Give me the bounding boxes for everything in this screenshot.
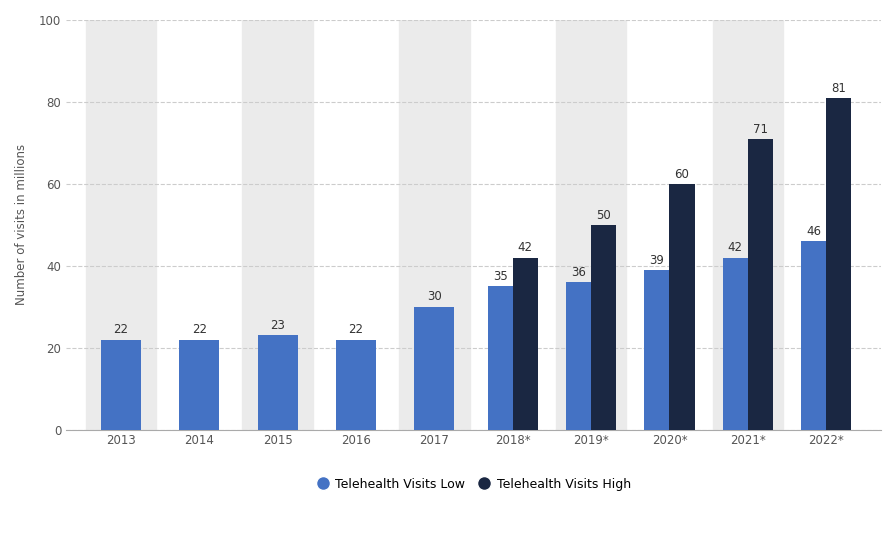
Text: 71: 71 xyxy=(753,123,768,136)
Bar xyxy=(712,20,783,429)
Bar xyxy=(591,225,616,429)
Bar xyxy=(86,20,156,429)
Bar xyxy=(400,20,470,429)
Text: 22: 22 xyxy=(192,323,207,336)
Bar xyxy=(723,258,748,429)
Bar xyxy=(801,241,826,429)
Bar xyxy=(243,20,313,429)
Text: 30: 30 xyxy=(427,290,442,304)
Text: 42: 42 xyxy=(518,241,533,254)
Legend: Telehealth Visits Low, Telehealth Visits High: Telehealth Visits Low, Telehealth Visits… xyxy=(310,472,637,497)
Bar xyxy=(556,20,626,429)
Bar xyxy=(513,258,538,429)
Text: 23: 23 xyxy=(271,319,285,332)
Text: 36: 36 xyxy=(571,266,586,279)
Text: 22: 22 xyxy=(349,323,364,336)
Text: 60: 60 xyxy=(675,167,689,181)
Bar xyxy=(101,340,141,429)
Text: 22: 22 xyxy=(114,323,128,336)
Text: 39: 39 xyxy=(650,254,664,266)
Text: 46: 46 xyxy=(806,225,821,238)
Text: 42: 42 xyxy=(728,241,743,254)
Bar xyxy=(748,139,773,429)
Bar xyxy=(414,307,454,429)
Bar xyxy=(566,282,591,429)
Text: 50: 50 xyxy=(596,208,611,222)
Bar xyxy=(336,340,376,429)
Bar xyxy=(487,286,513,429)
Bar xyxy=(644,270,669,429)
Y-axis label: Number of visits in millions: Number of visits in millions xyxy=(15,144,28,305)
Text: 81: 81 xyxy=(831,82,846,95)
Bar xyxy=(258,335,297,429)
Bar xyxy=(669,184,694,429)
Text: 35: 35 xyxy=(493,270,508,283)
Bar xyxy=(179,340,220,429)
Bar xyxy=(826,98,851,429)
